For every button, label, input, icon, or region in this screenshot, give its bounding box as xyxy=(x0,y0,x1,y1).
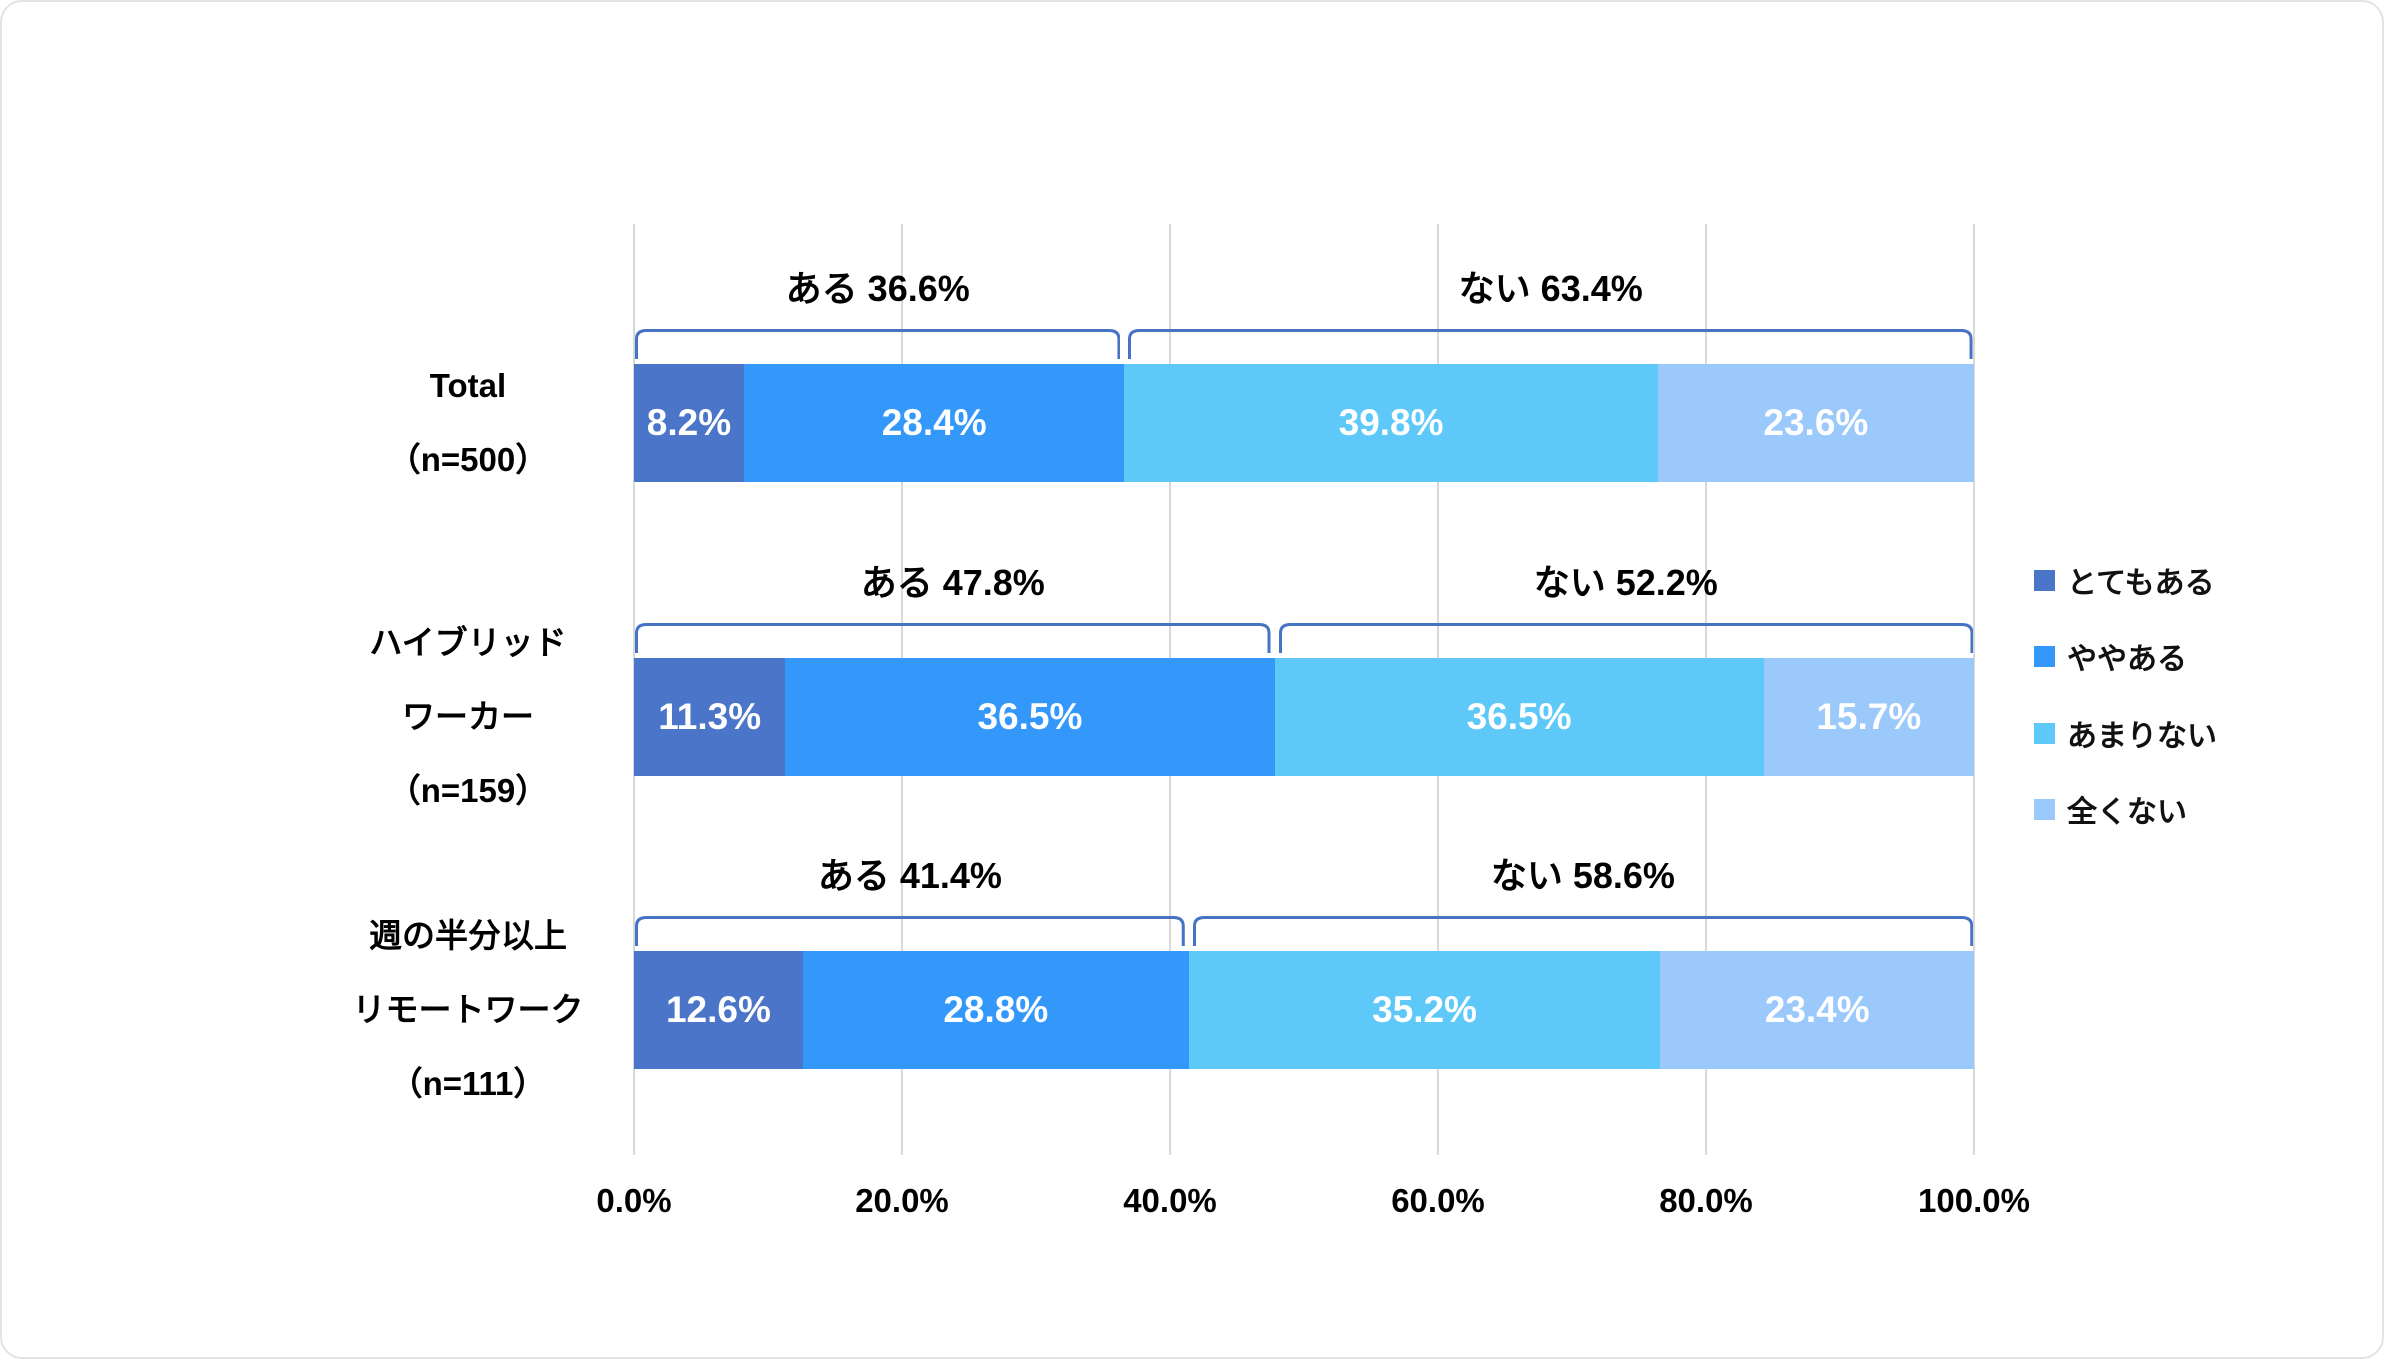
group-bracket xyxy=(1192,916,1973,946)
group-bracket xyxy=(635,916,1185,946)
bar-segment: 15.7% xyxy=(1763,658,1974,776)
category-label-line: Total xyxy=(429,367,507,404)
category-label-line: （n=159） xyxy=(387,772,549,809)
bar-segment: 11.3% xyxy=(634,658,786,776)
category-label-line: ワーカー xyxy=(402,698,534,735)
bar-segment: 39.8% xyxy=(1124,364,1658,482)
x-axis-tick-label: 60.0% xyxy=(1391,1182,1485,1219)
bar-segment: 28.4% xyxy=(743,364,1125,482)
bar-segment: 36.5% xyxy=(1274,658,1764,776)
group-bracket-label: ある 41.4% xyxy=(817,855,1002,896)
legend-color-swatch xyxy=(2034,569,2055,591)
bar-segment: 23.4% xyxy=(1660,951,1974,1069)
bar-value-label: 23.4% xyxy=(1764,989,1870,1030)
bar-segment: 12.6% xyxy=(634,951,803,1069)
category-label: 週の半分以上 リモートワーク （n=111） xyxy=(302,899,634,1121)
category-label-line: 週の半分以上 xyxy=(369,917,567,954)
group-bracket xyxy=(635,329,1121,359)
gridline xyxy=(1973,224,1975,1155)
group-bracket-label: ある 36.6% xyxy=(785,268,970,309)
legend-label: ややある xyxy=(2067,643,2187,676)
legend-label: とてもある xyxy=(2067,567,2215,600)
x-axis-tick-label: 20.0% xyxy=(855,1182,949,1219)
bar-value-label: 39.8% xyxy=(1338,402,1444,443)
legend-label: 全くない xyxy=(2067,796,2187,829)
bar-value-label: 15.7% xyxy=(1816,696,1922,737)
category-label-line: （n=500） xyxy=(387,441,549,478)
bar-segment: 35.2% xyxy=(1188,951,1661,1069)
legend-color-swatch xyxy=(2034,798,2055,820)
bar-segment: 8.2% xyxy=(634,364,744,482)
bar-value-label: 28.4% xyxy=(881,402,987,443)
bar-value-label: 11.3% xyxy=(658,696,762,737)
x-axis-tick-label: 80.0% xyxy=(1659,1182,1753,1219)
bar-value-label: 36.5% xyxy=(1466,696,1572,737)
legend-label: あまりない xyxy=(2067,720,2217,753)
group-bracket-label: ある 47.8% xyxy=(860,562,1045,603)
bar-value-label: 8.2% xyxy=(646,402,732,443)
x-axis-tick-label: 0.0% xyxy=(596,1182,672,1219)
bar-value-label: 35.2% xyxy=(1372,989,1478,1030)
bar-value-label: 36.5% xyxy=(977,696,1083,737)
x-axis-tick-label: 100.0% xyxy=(1918,1182,2030,1219)
category-label: ハイブリッド ワーカー （n=159） xyxy=(302,606,634,828)
bar-segment: 28.8% xyxy=(802,951,1189,1069)
legend-color-swatch xyxy=(2034,645,2055,667)
group-bracket xyxy=(1128,329,1973,359)
group-bracket-label: ない 52.2% xyxy=(1533,562,1718,603)
bar-value-label: 23.6% xyxy=(1763,402,1869,443)
legend-color-swatch xyxy=(2034,722,2055,744)
category-label-line: ハイブリッド xyxy=(369,624,567,661)
group-bracket-label: ない 58.6% xyxy=(1490,855,1675,896)
legend-item: とてもある xyxy=(2034,562,2215,600)
bar-value-label: 12.6% xyxy=(665,989,771,1030)
group-bracket-label: ない 63.4% xyxy=(1458,268,1643,309)
x-axis-tick-label: 40.0% xyxy=(1123,1182,1217,1219)
category-label-line: リモートワーク xyxy=(352,991,584,1028)
category-label-line: （n=111） xyxy=(389,1065,547,1102)
legend-item: ややある xyxy=(2034,638,2187,676)
group-bracket xyxy=(635,623,1271,653)
legend-item: 全くない xyxy=(2034,791,2187,829)
bar-value-label: 28.8% xyxy=(943,989,1049,1030)
group-bracket xyxy=(1278,623,1973,653)
legend-item: あまりない xyxy=(2034,715,2217,753)
bar-segment: 36.5% xyxy=(785,658,1275,776)
bar-segment: 23.6% xyxy=(1657,364,1974,482)
category-label: Total （n=500） xyxy=(302,349,634,497)
